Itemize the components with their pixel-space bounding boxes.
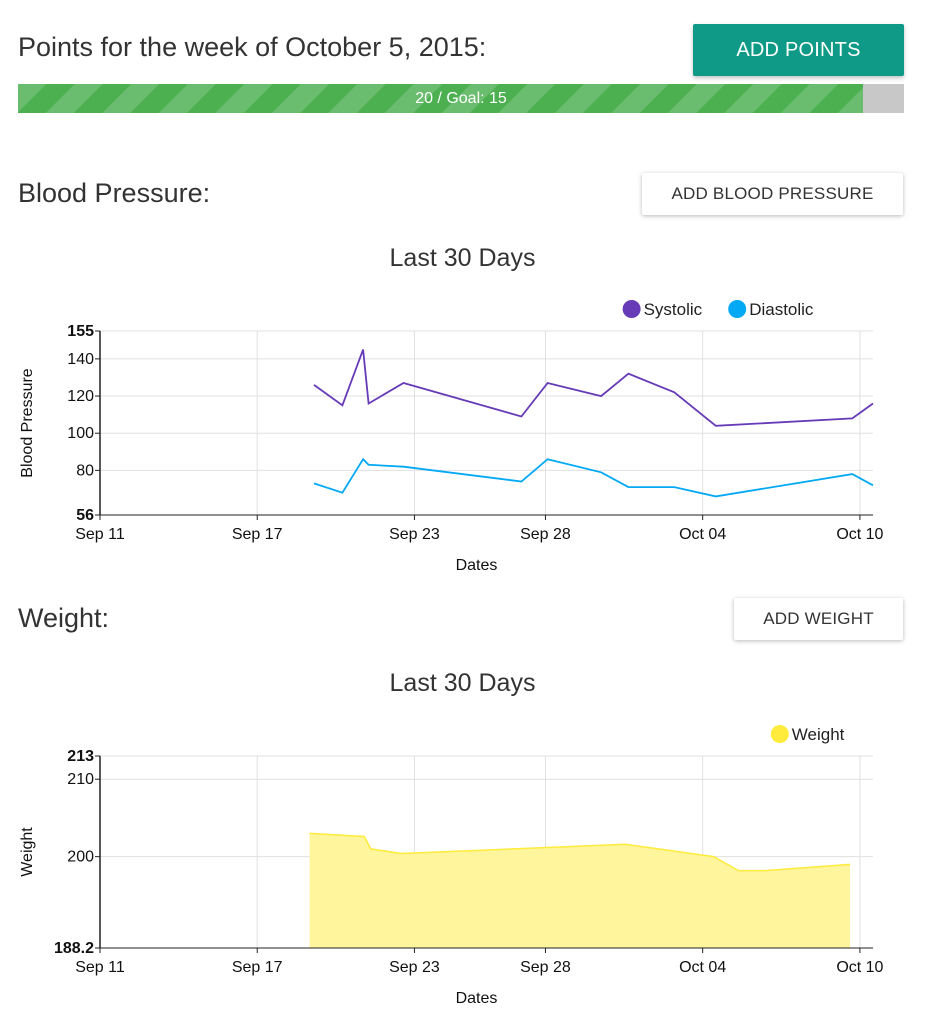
legend-marker-weight [770,725,789,743]
add-points-button[interactable]: ADD POINTS [693,24,904,76]
y-tick-label: 140 [67,351,94,368]
y-tick-label: 200 [67,849,94,866]
add-blood-pressure-button[interactable]: ADD BLOOD PRESSURE [642,173,903,215]
y-tick-label: 188.2 [54,940,94,957]
y-axis-title: Weight [19,827,36,877]
x-tick-label: Sep 28 [520,526,571,543]
series-line-weight [309,832,851,872]
x-tick-label: Sep 17 [232,959,283,976]
series-area-weight [309,833,851,948]
y-tick-label: 210 [67,771,94,788]
x-tick-label: Sep 23 [389,526,440,543]
x-tick-label: Sep 11 [75,526,125,543]
x-axis-title: Dates [456,990,498,1007]
blood-pressure-chart: 56 80 100 120 140 155 Sep 11 Sep 17 Sep 23 Sep 28… [19,300,884,574]
series-line-systolic [313,349,874,427]
x-tick-label: Oct 10 [836,526,883,543]
y-tick-label: 56 [76,507,94,524]
legend-marker-diastolic [728,300,747,318]
x-tick-label: Sep 23 [389,959,440,976]
points-progress-bar: 20 / Goal: 15 [18,84,904,113]
points-week-title: Points for the week of October 5, 2015: [18,32,487,62]
x-axis-title: Dates [456,557,498,574]
add-weight-button[interactable]: ADD WEIGHT [734,598,903,640]
y-tick-label: 100 [67,425,94,442]
x-tick-label: Sep 28 [520,959,571,976]
blood-pressure-chart-title: Last 30 Days [389,244,536,272]
legend-marker-systolic [622,300,641,318]
weight-section-title: Weight: [18,603,110,633]
x-tick-label: Sep 11 [75,959,125,976]
x-tick-label: Oct 10 [836,959,883,976]
legend-label-systolic: Systolic [644,300,703,319]
weight-chart-title: Last 30 Days [389,669,536,697]
points-progress-text: 20 / Goal: 15 [415,90,507,107]
legend-label-diastolic: Diastolic [749,300,814,319]
x-tick-label: Sep 17 [232,526,283,543]
legend-label-weight: Weight [792,725,845,744]
x-tick-label: Oct 04 [679,959,726,976]
blood-pressure-section-title: Blood Pressure: [18,178,211,208]
y-tick-label: 80 [76,462,94,479]
y-tick-label: 213 [67,748,94,765]
y-axis-title: Blood Pressure [19,368,36,477]
y-tick-label: 120 [67,388,94,405]
points-progress-fill [18,84,864,113]
y-tick-label: 155 [67,323,94,340]
x-tick-label: Oct 04 [679,526,726,543]
series-line-diastolic [313,457,874,498]
